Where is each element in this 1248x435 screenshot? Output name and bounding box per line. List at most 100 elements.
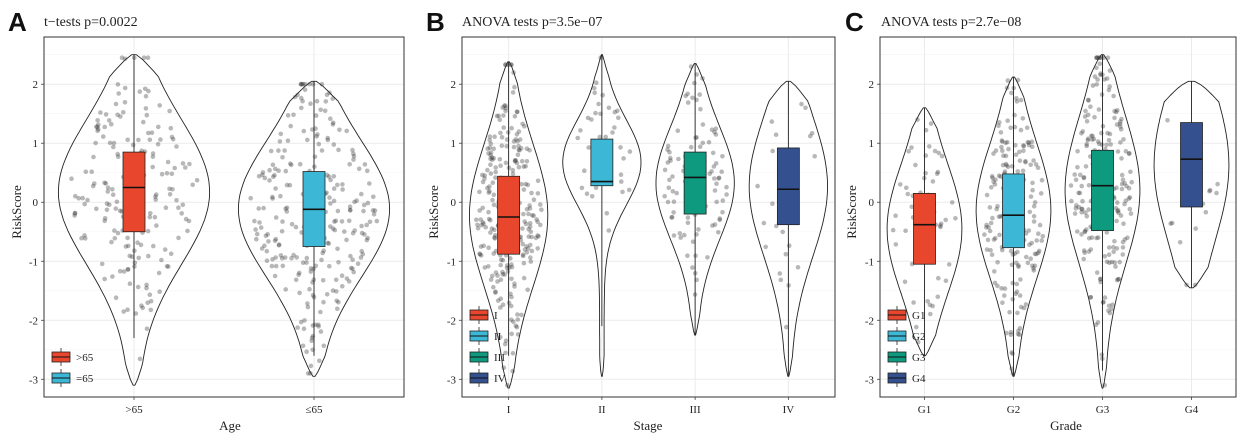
data-point bbox=[511, 70, 516, 75]
data-point bbox=[479, 222, 484, 228]
panel-b-group-2 bbox=[655, 63, 735, 336]
data-point bbox=[665, 199, 671, 205]
data-point bbox=[139, 303, 144, 309]
data-point bbox=[500, 302, 506, 308]
data-point bbox=[172, 165, 177, 171]
data-point bbox=[1122, 201, 1127, 207]
data-point bbox=[1079, 209, 1084, 215]
data-point bbox=[1119, 186, 1125, 192]
data-point bbox=[1119, 172, 1125, 178]
data-point bbox=[364, 237, 370, 243]
panel-b-violin bbox=[469, 61, 549, 389]
data-point bbox=[115, 112, 120, 118]
data-point bbox=[486, 190, 492, 195]
data-point bbox=[491, 192, 497, 198]
data-point bbox=[579, 185, 585, 191]
data-point bbox=[527, 221, 533, 226]
data-point bbox=[503, 350, 508, 356]
data-point bbox=[113, 295, 119, 301]
data-point bbox=[284, 205, 290, 211]
data-point bbox=[276, 243, 282, 248]
data-point bbox=[1040, 233, 1046, 239]
data-point bbox=[1095, 77, 1100, 82]
data-point bbox=[1086, 207, 1091, 212]
data-point bbox=[510, 171, 516, 177]
data-point bbox=[340, 284, 345, 289]
data-point bbox=[786, 243, 792, 248]
data-point bbox=[498, 257, 504, 263]
data-point bbox=[999, 286, 1004, 291]
data-point bbox=[1008, 329, 1014, 335]
data-point bbox=[493, 290, 498, 295]
data-point bbox=[107, 140, 113, 146]
data-point bbox=[489, 155, 495, 160]
data-point bbox=[705, 255, 710, 260]
data-point bbox=[272, 273, 278, 279]
data-point bbox=[989, 185, 994, 190]
data-point bbox=[513, 158, 518, 163]
data-point bbox=[662, 167, 668, 173]
data-point bbox=[491, 156, 497, 161]
data-point bbox=[339, 273, 345, 279]
data-point bbox=[615, 108, 620, 114]
data-point bbox=[1079, 131, 1084, 136]
data-point bbox=[989, 174, 995, 179]
data-point bbox=[503, 62, 509, 67]
data-point bbox=[685, 91, 690, 97]
data-point bbox=[270, 257, 275, 262]
data-point bbox=[1104, 230, 1110, 235]
data-point bbox=[1031, 268, 1037, 273]
data-point bbox=[351, 157, 356, 162]
data-point bbox=[95, 118, 100, 123]
data-point bbox=[1106, 303, 1112, 309]
data-point bbox=[331, 198, 337, 204]
data-point bbox=[1008, 125, 1013, 131]
data-point bbox=[539, 207, 544, 212]
data-point bbox=[612, 125, 617, 130]
data-point bbox=[1107, 260, 1112, 266]
data-point bbox=[179, 211, 184, 216]
data-point bbox=[668, 158, 673, 163]
data-point bbox=[486, 209, 491, 215]
data-point bbox=[1034, 238, 1039, 243]
data-point bbox=[1013, 152, 1019, 158]
data-point bbox=[773, 132, 779, 137]
data-point bbox=[92, 181, 97, 186]
data-point bbox=[1073, 206, 1079, 211]
data-point bbox=[935, 294, 941, 300]
data-point bbox=[509, 276, 514, 282]
data-point bbox=[1098, 276, 1103, 282]
data-point bbox=[720, 209, 725, 215]
data-point bbox=[372, 208, 378, 213]
data-point bbox=[516, 164, 522, 170]
data-point bbox=[359, 223, 364, 229]
data-point bbox=[514, 109, 520, 115]
data-point bbox=[509, 125, 514, 131]
panel-c-group-2 bbox=[1064, 54, 1141, 389]
data-point bbox=[138, 242, 144, 248]
data-point bbox=[1106, 245, 1112, 250]
data-point bbox=[1094, 55, 1099, 60]
data-point bbox=[480, 205, 486, 211]
data-point bbox=[82, 201, 87, 207]
data-point bbox=[1097, 61, 1103, 66]
data-point bbox=[1184, 282, 1189, 288]
data-point bbox=[115, 230, 121, 236]
data-point bbox=[319, 257, 324, 263]
data-point bbox=[1104, 76, 1110, 81]
data-point bbox=[487, 145, 493, 150]
data-point bbox=[298, 319, 304, 325]
data-point bbox=[157, 289, 162, 295]
data-point bbox=[110, 192, 116, 197]
legend-item: IV bbox=[469, 369, 506, 387]
data-point bbox=[1000, 148, 1005, 153]
data-point bbox=[932, 148, 938, 154]
data-point bbox=[1098, 279, 1103, 285]
legend-label: I bbox=[494, 310, 498, 322]
data-point bbox=[1111, 93, 1116, 99]
data-point bbox=[1092, 114, 1097, 120]
data-point bbox=[612, 109, 618, 115]
data-point bbox=[147, 292, 153, 298]
data-point bbox=[1028, 194, 1034, 199]
data-point bbox=[278, 193, 283, 199]
